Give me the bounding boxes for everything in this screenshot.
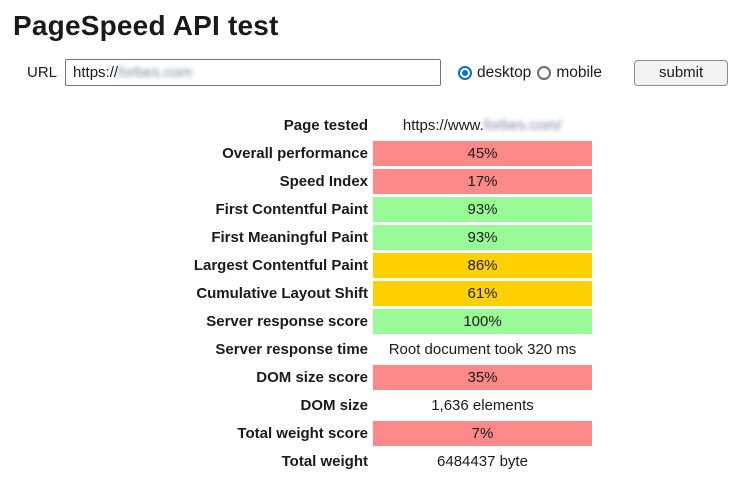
- result-value: 93%: [373, 225, 592, 250]
- result-row-total-weight-score: Total weight score 7%: [10, 421, 593, 446]
- url-value-redacted-text: forbes.com: [118, 64, 193, 81]
- result-label: Cumulative Layout Shift: [196, 285, 368, 302]
- result-row-dom-size: DOM size 1,636 elements: [10, 393, 593, 418]
- result-value: 93%: [373, 197, 592, 222]
- result-label: Server response time: [215, 341, 368, 358]
- result-row-overall-performance: Overall performance 45%: [10, 141, 593, 166]
- result-row-page-tested: Page tested https://www.forbes.com/: [10, 113, 593, 138]
- result-value: 100%: [373, 309, 592, 334]
- result-value: 7%: [373, 421, 592, 446]
- radio-mobile-label[interactable]: mobile: [556, 63, 602, 81]
- result-label: Total weight score: [237, 425, 368, 442]
- result-row-first-contentful-paint: First Contentful Paint 93%: [10, 197, 593, 222]
- result-value: 17%: [373, 169, 592, 194]
- submit-button[interactable]: submit: [633, 59, 729, 86]
- page-tested-prefix: https://www.: [402, 117, 484, 134]
- results-table: Page tested https://www.forbes.com/ Over…: [10, 113, 593, 474]
- result-value: 6484437 byte: [437, 453, 528, 470]
- result-row-cumulative-layout-shift: Cumulative Layout Shift 61%: [10, 281, 593, 306]
- result-row-total-weight: Total weight 6484437 byte: [10, 449, 593, 474]
- page-title: PageSpeed API test: [13, 10, 279, 41]
- result-label: Server response score: [206, 313, 368, 330]
- radio-desktop-label[interactable]: desktop: [477, 63, 532, 81]
- result-label: First Contentful Paint: [215, 201, 369, 218]
- url-form: URL https://forbes.com desktop mobile su…: [27, 59, 747, 86]
- result-value: Root document took 320 ms: [388, 341, 577, 358]
- result-value: 35%: [373, 365, 592, 390]
- result-value: 45%: [373, 141, 592, 166]
- result-row-first-meaningful-paint: First Meaningful Paint 93%: [10, 225, 593, 250]
- result-row-server-response-score: Server response score 100%: [10, 309, 593, 334]
- result-label: Page tested: [283, 117, 368, 134]
- result-label: DOM size: [300, 397, 368, 414]
- url-label: URL: [27, 64, 58, 81]
- page-tested-redacted-text: forbes.com/: [483, 117, 563, 134]
- result-label: DOM size score: [256, 369, 368, 386]
- result-label: Overall performance: [222, 145, 368, 162]
- result-value: 61%: [373, 281, 592, 306]
- result-label: Speed Index: [279, 173, 368, 190]
- result-value: 1,636 elements: [431, 397, 534, 414]
- result-row-speed-index: Speed Index 17%: [10, 169, 593, 194]
- result-label: First Meaningful Paint: [211, 229, 368, 246]
- url-input[interactable]: https://forbes.com: [65, 59, 442, 86]
- result-value: 86%: [373, 253, 592, 278]
- result-row-dom-size-score: DOM size score 35%: [10, 365, 593, 390]
- result-row-server-response-time: Server response time Root document took …: [10, 337, 593, 362]
- result-value: https://www.forbes.com/: [373, 113, 592, 138]
- result-label: Total weight: [281, 453, 368, 470]
- url-value-prefix: https://: [73, 64, 119, 81]
- result-row-largest-contentful-paint: Largest Contentful Paint 86%: [10, 253, 593, 278]
- device-radio-group: desktop mobile: [458, 64, 608, 82]
- radio-desktop[interactable]: [458, 65, 473, 80]
- radio-mobile[interactable]: [537, 65, 552, 80]
- result-label: Largest Contentful Paint: [193, 257, 368, 274]
